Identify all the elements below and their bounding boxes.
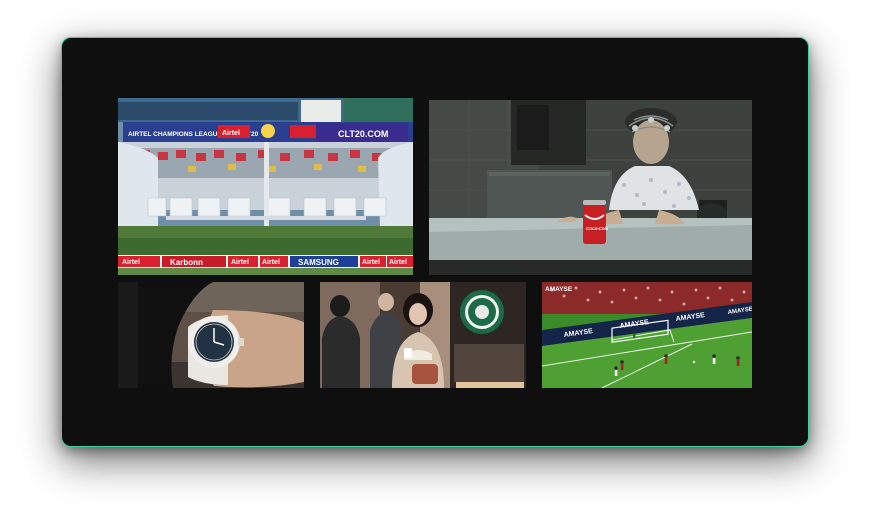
board-ad-3: Airtel xyxy=(231,259,249,266)
board-ad-6: Airtel xyxy=(362,259,380,266)
board-ad-4: Airtel xyxy=(262,259,280,266)
video-tile-coffee-street[interactable] xyxy=(320,282,526,388)
football-match-image: AMAYSE AMAYSE AMAYSE AMAYSE AMAYSE xyxy=(542,282,752,388)
board-ad-7: Airtel xyxy=(389,259,407,266)
video-tile-wristwatch[interactable] xyxy=(118,282,304,388)
coffee-street-image xyxy=(320,282,526,388)
video-tile-football-match[interactable]: AMAYSE AMAYSE AMAYSE AMAYSE AMAYSE xyxy=(542,282,752,388)
football-board-ad-3: AMAYSE xyxy=(675,312,705,323)
board-ad-1: Airtel xyxy=(122,259,140,266)
banner-left-text: AIRTEL CHAMPIONS LEAGUE TWENTY20 xyxy=(128,131,259,138)
video-tile-girl-with-soda[interactable]: Coca-Cola xyxy=(429,100,752,275)
cricket-dugout-image: AIRTEL CHAMPIONS LEAGUE TWENTY20 Airtel … xyxy=(118,98,413,275)
board-ad-5: SAMSUNG xyxy=(298,258,339,267)
football-watermark: AMAYSE xyxy=(545,286,573,293)
football-board-ad-1: AMAYSE xyxy=(563,328,593,339)
banner-site-text: CLT20.COM xyxy=(338,129,388,139)
wristwatch-image xyxy=(118,282,304,388)
video-grid-window: AIRTEL CHAMPIONS LEAGUE TWENTY20 Airtel … xyxy=(61,37,809,447)
girl-with-soda-image: Coca-Cola xyxy=(429,100,752,275)
banner-airtel-text: Airtel xyxy=(222,130,240,137)
board-ad-2: Karbonn xyxy=(170,258,203,267)
video-tile-cricket-dugout[interactable]: AIRTEL CHAMPIONS LEAGUE TWENTY20 Airtel … xyxy=(118,98,413,275)
football-board-ad-4: AMAYSE xyxy=(727,307,752,316)
soda-can-label: Coca-Cola xyxy=(586,226,609,231)
